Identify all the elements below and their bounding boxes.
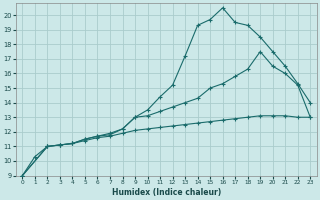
X-axis label: Humidex (Indice chaleur): Humidex (Indice chaleur) xyxy=(112,188,221,197)
